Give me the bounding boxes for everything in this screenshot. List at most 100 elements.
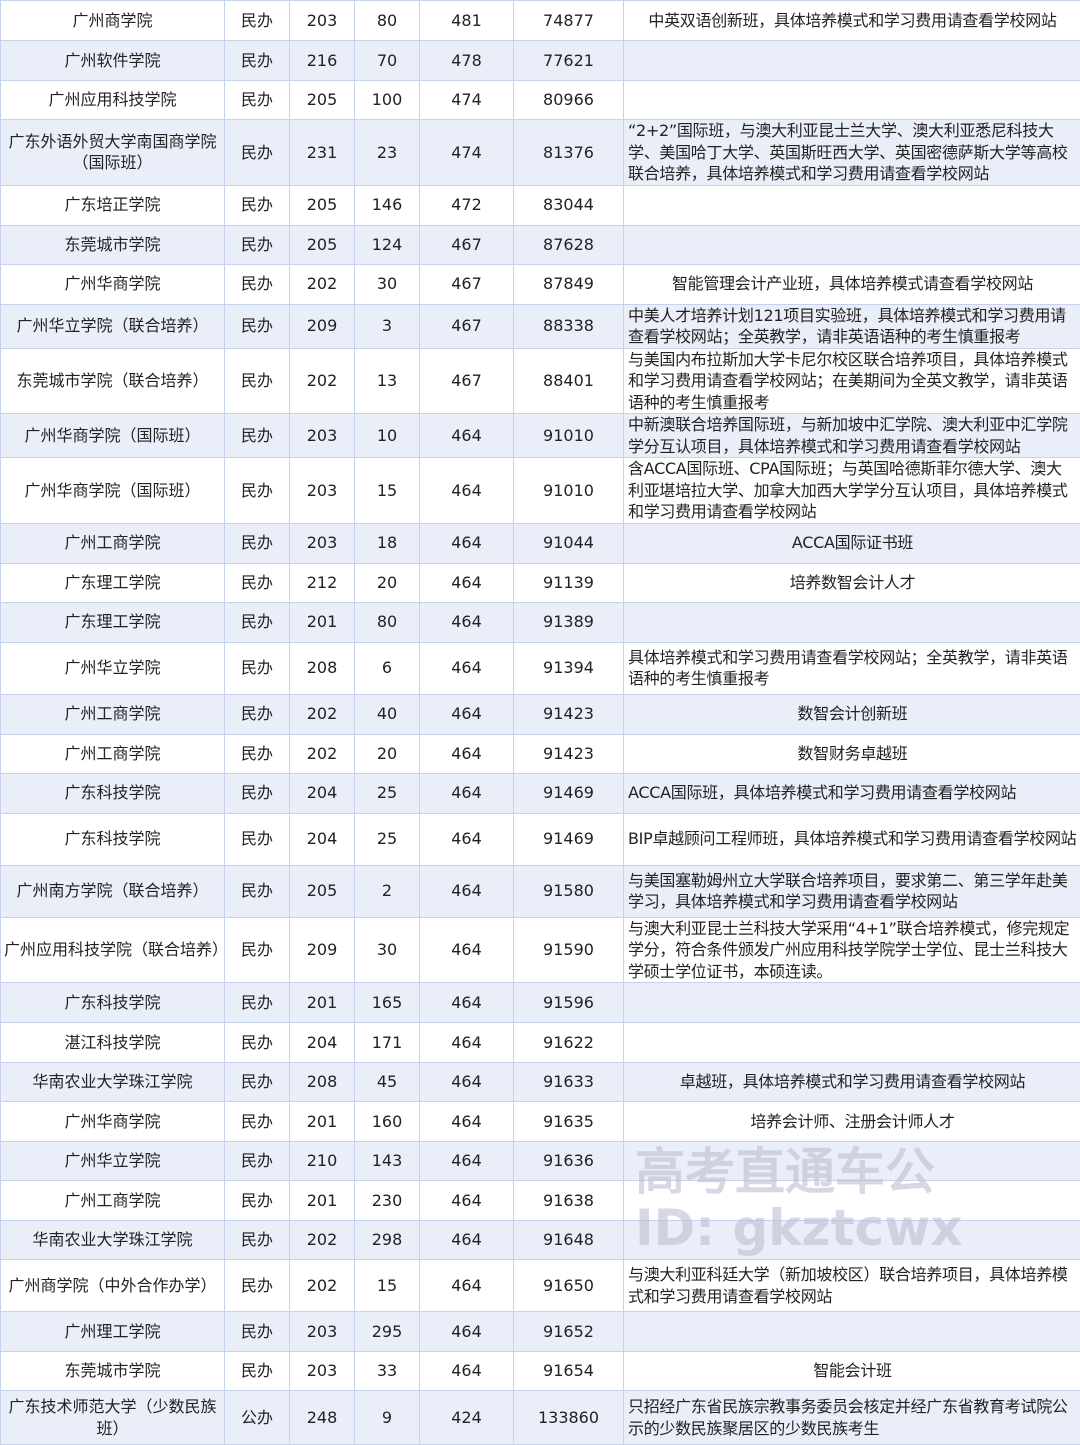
- min-score-cell: 474: [420, 81, 514, 120]
- min-score-cell: 464: [420, 1352, 514, 1391]
- major-group-code-cell: 201: [290, 983, 355, 1023]
- school-name-cell: 广东理工学院: [1, 563, 225, 602]
- min-rank-cell: 91580: [514, 865, 624, 917]
- notes-cell: 具体培养模式和学习费用请查看学校网站；全英教学，请非英语语种的考生慎重报考: [624, 642, 1080, 694]
- notes-cell: 与澳大利亚科廷大学（新加坡校区）联合培养项目，具体培养模式和学习费用请查看学校网…: [624, 1260, 1080, 1312]
- plan-count-cell: 3: [355, 304, 420, 348]
- major-group-code-cell: 209: [290, 304, 355, 348]
- school-type-cell: 民办: [225, 414, 290, 458]
- major-group-code-cell: 205: [290, 185, 355, 225]
- min-score-cell: 464: [420, 734, 514, 773]
- notes-cell: “2+2”国际班，与澳大利亚昆士兰大学、澳大利亚悉尼科技大学、美国哈丁大学、英国…: [624, 120, 1080, 186]
- min-rank-cell: 91010: [514, 458, 624, 524]
- school-name-cell: 广州工商学院: [1, 734, 225, 773]
- plan-count-cell: 30: [355, 917, 420, 983]
- min-score-cell: 464: [420, 1102, 514, 1142]
- notes-cell: [624, 185, 1080, 225]
- school-type-cell: 民办: [225, 185, 290, 225]
- school-type-cell: 民办: [225, 81, 290, 120]
- notes-cell: 培养数智会计人才: [624, 563, 1080, 602]
- notes-cell: [624, 983, 1080, 1023]
- school-type-cell: 民办: [225, 120, 290, 186]
- min-score-cell: 464: [420, 1221, 514, 1260]
- plan-count-cell: 2: [355, 865, 420, 917]
- notes-cell: 与美国内布拉斯加大学卡尼尔校区联合培养项目，具体培养模式和学习费用请查看学校网站…: [624, 348, 1080, 414]
- plan-count-cell: 25: [355, 773, 420, 813]
- major-group-code-cell: 203: [290, 458, 355, 524]
- major-group-code-cell: 201: [290, 1102, 355, 1142]
- notes-cell: 只招经广东省民族宗教事务委员会核定并经广东省教育考试院公示的少数民族聚居区的少数…: [624, 1391, 1080, 1445]
- plan-count-cell: 295: [355, 1312, 420, 1352]
- min-rank-cell: 88338: [514, 304, 624, 348]
- school-type-cell: 民办: [225, 813, 290, 865]
- major-group-code-cell: 201: [290, 1181, 355, 1221]
- school-name-cell: 广州南方学院（联合培养）: [1, 865, 225, 917]
- min-score-cell: 464: [420, 523, 514, 563]
- school-type-cell: 民办: [225, 458, 290, 524]
- school-type-cell: 民办: [225, 642, 290, 694]
- school-type-cell: 民办: [225, 1260, 290, 1312]
- school-name-cell: 广东技术师范大学（少数民族班）: [1, 1391, 225, 1445]
- plan-count-cell: 230: [355, 1181, 420, 1221]
- min-rank-cell: 83044: [514, 185, 624, 225]
- min-score-cell: 464: [420, 414, 514, 458]
- school-type-cell: 民办: [225, 1221, 290, 1260]
- min-score-cell: 464: [420, 1142, 514, 1181]
- min-rank-cell: 91654: [514, 1352, 624, 1391]
- school-type-cell: 民办: [225, 1063, 290, 1102]
- school-type-cell: 民办: [225, 41, 290, 81]
- school-name-cell: 东莞城市学院: [1, 225, 225, 264]
- school-name-cell: 广州工商学院: [1, 694, 225, 734]
- plan-count-cell: 70: [355, 41, 420, 81]
- min-rank-cell: 91633: [514, 1063, 624, 1102]
- min-score-cell: 467: [420, 264, 514, 304]
- min-rank-cell: 91423: [514, 694, 624, 734]
- plan-count-cell: 6: [355, 642, 420, 694]
- notes-cell: [624, 1023, 1080, 1063]
- notes-cell: 数智会计创新班: [624, 694, 1080, 734]
- school-type-cell: 民办: [225, 1, 290, 41]
- min-score-cell: 424: [420, 1391, 514, 1445]
- major-group-code-cell: 202: [290, 734, 355, 773]
- school-type-cell: 民办: [225, 1181, 290, 1221]
- min-rank-cell: 91044: [514, 523, 624, 563]
- notes-cell: 含ACCA国际班、CPA国际班；与英国哈德斯菲尔德大学、澳大利亚堪培拉大学、加拿…: [624, 458, 1080, 524]
- school-type-cell: 民办: [225, 734, 290, 773]
- school-name-cell: 广州商学院（中外合作办学）: [1, 1260, 225, 1312]
- notes-cell: [624, 41, 1080, 81]
- min-score-cell: 467: [420, 304, 514, 348]
- school-type-cell: 民办: [225, 264, 290, 304]
- school-name-cell: 广东培正学院: [1, 185, 225, 225]
- major-group-code-cell: 202: [290, 348, 355, 414]
- min-rank-cell: 91590: [514, 917, 624, 983]
- school-name-cell: 广东科技学院: [1, 813, 225, 865]
- plan-count-cell: 100: [355, 81, 420, 120]
- notes-cell: [624, 1312, 1080, 1352]
- school-type-cell: 民办: [225, 1102, 290, 1142]
- school-name-cell: 东莞城市学院: [1, 1352, 225, 1391]
- min-rank-cell: 91394: [514, 642, 624, 694]
- notes-cell: ACCA国际证书班: [624, 523, 1080, 563]
- major-group-code-cell: 210: [290, 1142, 355, 1181]
- plan-count-cell: 80: [355, 1, 420, 41]
- major-group-code-cell: 209: [290, 917, 355, 983]
- major-group-code-cell: 216: [290, 41, 355, 81]
- min-score-cell: 481: [420, 1, 514, 41]
- plan-count-cell: 20: [355, 563, 420, 602]
- major-group-code-cell: 208: [290, 642, 355, 694]
- major-group-code-cell: 203: [290, 1352, 355, 1391]
- min-score-cell: 464: [420, 694, 514, 734]
- school-name-cell: 广东外语外贸大学南国商学院（国际班）: [1, 120, 225, 186]
- min-score-cell: 464: [420, 1063, 514, 1102]
